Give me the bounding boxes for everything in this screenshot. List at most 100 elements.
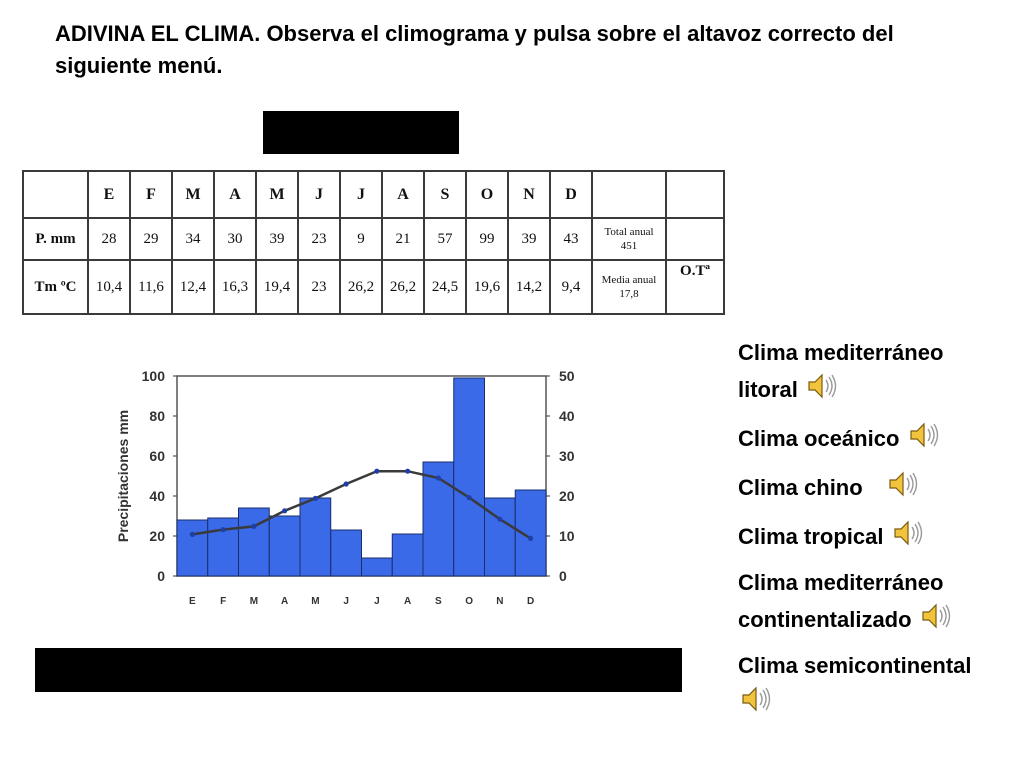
precipitation-row-label: P. mm: [22, 217, 89, 261]
temperature-cell: 23: [297, 259, 341, 315]
speaker-icon[interactable]: [908, 419, 940, 461]
total-annual-cell: Total anual 451: [591, 217, 667, 261]
month-header: S: [423, 170, 467, 219]
temperature-point: [528, 535, 534, 541]
option-item: Clima mediterráneo continentalizado: [738, 566, 1008, 642]
temperature-line: [192, 469, 532, 540]
temperature-row: Tm ºC 10,4 11,6 12,4 16,3 19,4 23 26,2 2…: [22, 259, 725, 315]
temperature-row-label: Tm ºC: [22, 259, 89, 315]
temperature-cell: 11,6: [129, 259, 173, 315]
precipitation-cell: 34: [171, 217, 215, 261]
y-tick-label: 40: [149, 488, 165, 504]
month-header: M: [171, 170, 215, 219]
options-menu: Clima mediterráneo litoral Clima oceánic…: [738, 336, 1008, 732]
x-tick-label: F: [220, 596, 226, 607]
temperature-point: [312, 495, 318, 501]
month-header: J: [339, 170, 383, 219]
precipitation-cell: 39: [507, 217, 551, 261]
total-annual-value: 451: [620, 240, 638, 252]
x-tick-label: N: [496, 596, 503, 607]
precipitation-cell: 9: [339, 217, 383, 261]
precipitation-cell: 99: [465, 217, 509, 261]
month-header: O: [465, 170, 509, 219]
precipitation-cell: 43: [549, 217, 593, 261]
option-item: Clima chino: [738, 468, 1008, 510]
month-header: A: [213, 170, 257, 219]
redaction-bar-bottom: [35, 648, 682, 692]
temperature-point: [497, 516, 503, 522]
x-tick-label: O: [465, 596, 473, 607]
oscillation-label: O.Tª: [665, 259, 725, 315]
media-annual-cell: Media anual 17,8: [591, 259, 667, 315]
media-annual-value: 17,8: [619, 288, 639, 300]
precipitation-cell: 21: [381, 217, 425, 261]
x-tick-label: D: [527, 596, 534, 607]
precipitation-bar: [330, 529, 362, 577]
empty-cell: [665, 217, 725, 261]
x-tick-label: S: [435, 596, 442, 607]
table-header-row: E F M A M J J A S O N D: [22, 170, 725, 219]
month-header: D: [549, 170, 593, 219]
precipitation-cell: 28: [87, 217, 131, 261]
option-label: Clima semicontinental: [738, 653, 972, 678]
temperature-cell: 19,4: [255, 259, 299, 315]
temperature-cell: 24,5: [423, 259, 467, 315]
option-label: Clima mediterráneo litoral: [738, 340, 944, 402]
temperature-cell: 10,4: [87, 259, 131, 315]
x-tick-label: J: [374, 596, 380, 607]
option-item: Clima mediterráneo litoral: [738, 336, 1008, 412]
y-tick-label: 100: [142, 368, 166, 384]
x-tick-label: E: [189, 596, 196, 607]
precipitation-bar: [361, 557, 393, 577]
option-item: Clima semicontinental: [738, 649, 1008, 725]
total-annual-label: Total anual: [604, 226, 654, 238]
option-item: Clima tropical: [738, 517, 1008, 559]
precipitation-cell: 30: [213, 217, 257, 261]
empty-cell: [591, 170, 667, 219]
y2-tick-label: 10: [559, 528, 575, 544]
x-tick-label: A: [281, 596, 288, 607]
speaker-icon[interactable]: [892, 517, 924, 559]
precipitation-cell: 57: [423, 217, 467, 261]
precipitation-bar: [299, 497, 332, 577]
precipitation-bar: [268, 515, 301, 577]
table-corner-cell: [22, 170, 89, 219]
precipitation-bar: [207, 517, 239, 577]
empty-cell: [665, 170, 725, 219]
y2-tick-label: 30: [559, 448, 575, 464]
y-tick-label: 20: [149, 528, 165, 544]
temperature-point: [220, 527, 226, 533]
y-tick-label: 0: [157, 568, 165, 584]
month-header: E: [87, 170, 131, 219]
precipitation-bar: [453, 377, 485, 577]
precipitation-cell: 29: [129, 217, 173, 261]
redaction-bar-top: [263, 111, 459, 154]
x-tick-label: A: [404, 596, 411, 607]
temperature-cell: 19,6: [465, 259, 509, 315]
speaker-icon[interactable]: [920, 600, 952, 642]
climate-data-table: E F M A M J J A S O N D P. mm 28 29 34 3…: [22, 170, 725, 315]
option-item: Clima oceánico: [738, 419, 1008, 461]
speaker-icon[interactable]: [740, 683, 772, 725]
speaker-icon[interactable]: [887, 468, 919, 510]
y2-tick-label: 0: [559, 568, 567, 584]
temperature-cell: 26,2: [381, 259, 425, 315]
option-label: Clima mediterráneo continentalizado: [738, 570, 944, 632]
y2-tick-label: 20: [559, 488, 575, 504]
option-label: Clima chino: [738, 474, 863, 500]
temperature-point: [343, 481, 349, 487]
temperature-point: [466, 495, 472, 501]
temperature-cell: 14,2: [507, 259, 551, 315]
precipitation-bar: [176, 519, 209, 577]
option-label: Clima oceánico: [738, 425, 900, 451]
y-tick-label: 80: [149, 408, 165, 424]
precipitation-cell: 23: [297, 217, 341, 261]
speaker-icon[interactable]: [806, 370, 838, 412]
temperature-point: [435, 475, 441, 481]
y-tick-label: 60: [149, 448, 165, 464]
temperature-point: [189, 531, 195, 537]
precipitation-bar: [238, 507, 270, 577]
temperature-point: [405, 468, 411, 474]
media-annual-label: Media anual: [601, 274, 657, 286]
precipitation-bar: [484, 497, 516, 577]
